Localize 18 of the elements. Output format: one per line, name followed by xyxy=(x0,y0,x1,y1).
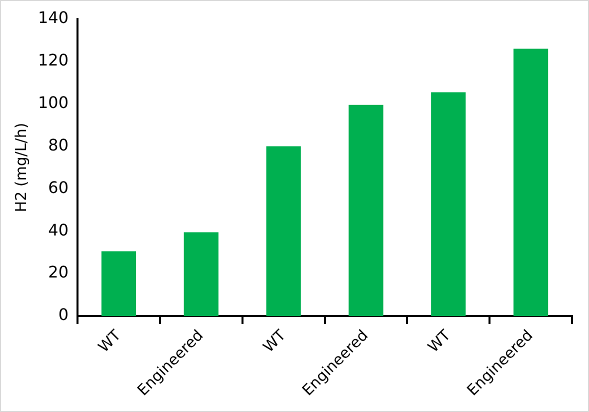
x-tick-label: WT xyxy=(94,326,125,356)
y-tick-label: 0 xyxy=(58,305,69,324)
y-tick-label: 140 xyxy=(38,8,69,28)
y-tick-label: 20 xyxy=(48,262,69,282)
y-tick-label: 40 xyxy=(48,220,69,240)
y-tick-label: 60 xyxy=(48,178,69,197)
y-tick-label: 100 xyxy=(38,93,69,112)
y-tick-label: 80 xyxy=(48,135,69,154)
bar xyxy=(348,104,384,316)
x-tick-label: WT xyxy=(259,326,290,356)
bar xyxy=(184,232,218,316)
y-tick-label: 120 xyxy=(38,50,69,70)
x-tick-label: WT xyxy=(424,326,455,356)
bar xyxy=(101,251,136,316)
bar xyxy=(513,48,548,316)
y-axis-title: H2 (mg/L/h) xyxy=(12,122,30,212)
bar xyxy=(266,146,301,316)
bar xyxy=(431,92,466,316)
